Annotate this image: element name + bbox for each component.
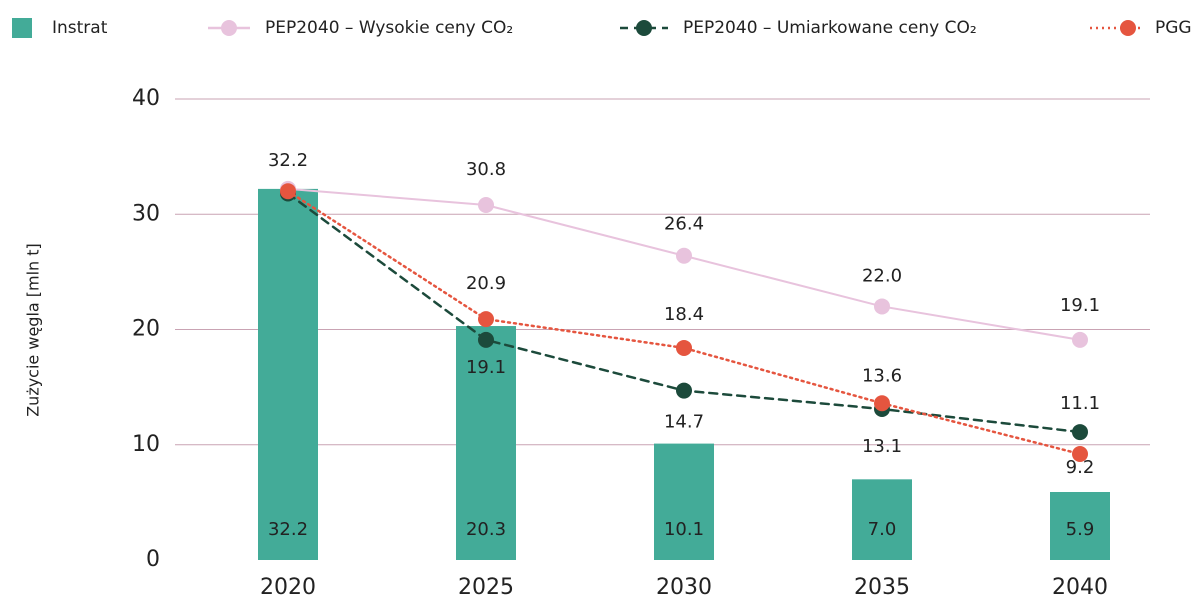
data-label: 13.6 [862,365,902,386]
data-label: 19.1 [466,357,506,378]
bar [654,443,714,560]
legend-swatch [12,18,32,38]
y-tick-label: 10 [132,432,160,457]
y-tick-label: 20 [132,317,160,342]
line [286,189,1082,456]
data-label: 20.3 [466,519,506,540]
data-label: 19.1 [1060,295,1100,316]
line-point [478,331,494,348]
y-axis-label: Zużycie węgla [mln t] [24,243,43,417]
line-point [676,339,692,356]
data-label: 9.2 [1066,457,1095,478]
data-label: 18.4 [664,304,704,325]
line-point [676,382,692,399]
legend-label: PGG [1155,18,1192,38]
data-label: 7.0 [868,519,897,540]
data-label: 13.1 [862,436,902,457]
line-point [676,247,692,264]
data-label: 10.1 [664,519,704,540]
line-point [1072,445,1088,462]
line-point [478,197,494,214]
y-tick-label: 0 [146,547,160,572]
x-tick-label: 2025 [458,575,514,600]
data-label: 14.7 [664,412,704,433]
y-tick-label: 30 [132,201,160,226]
line-point [478,311,494,328]
y-tick-label: 40 [132,86,160,111]
data-label: 5.9 [1066,519,1095,540]
bar [1050,492,1110,560]
line-point [280,183,296,200]
x-tick-label: 2030 [656,575,712,600]
x-tick-label: 2040 [1052,575,1108,600]
line-point [874,395,890,412]
data-label: 26.4 [664,214,704,235]
data-label: 32.2 [268,150,308,171]
bar [456,326,516,560]
data-label: 11.1 [1060,393,1100,414]
legend-label: PEP2040 – Wysokie ceny CO₂ [265,18,513,38]
line-point [1072,331,1088,348]
data-label: 20.9 [466,273,506,294]
legend-marker [221,20,237,36]
x-tick-label: 2035 [854,575,910,600]
data-label: 32.2 [268,519,308,540]
data-label: 22.0 [862,265,902,286]
line-point [1072,424,1088,441]
legend-marker [636,20,652,36]
x-tick-label: 2020 [260,575,316,600]
bar [852,479,912,560]
legend-label: Instrat [52,18,108,38]
legend-label: PEP2040 – Umiarkowane ceny CO₂ [683,18,977,38]
bar [258,188,318,560]
data-label: 30.8 [466,159,506,180]
line-point [874,298,890,315]
legend-marker [1120,20,1136,36]
